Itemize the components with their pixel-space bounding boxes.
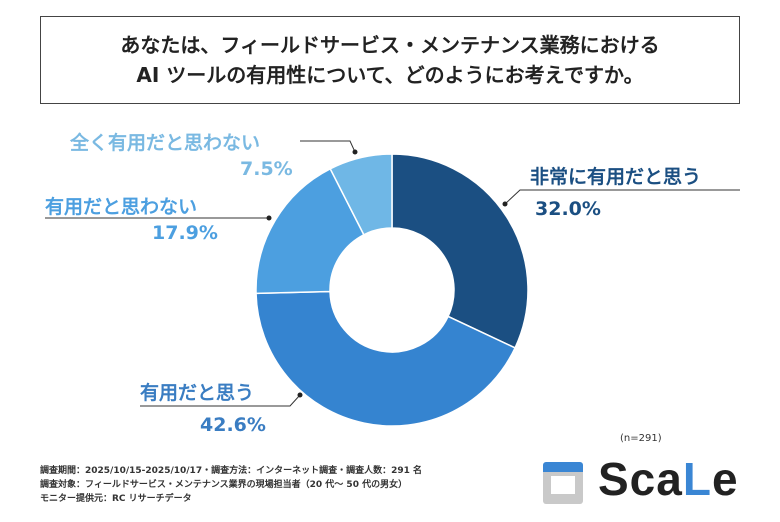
footnote-line-2: 調査対象：フィールドサービス・メンテナンス業界の現場担当者（20 代～ 50 代…	[40, 480, 408, 490]
leader-dot-3	[352, 149, 358, 155]
title-line-1: あなたは、フィールドサービス・メンテナンス業務における	[120, 33, 660, 57]
leader-dot-0	[502, 201, 508, 207]
title-line-2: AI ツールの有用性について、どのようにお考えですか。	[136, 63, 644, 87]
footnote-line-3: モニター提供元：RC リサーチデータ	[40, 494, 192, 504]
value-label-3: 7.5%	[240, 158, 293, 180]
value-label-0: 32.0%	[535, 198, 601, 220]
scale-logo: ScaLe	[598, 453, 739, 505]
leader-line-3	[300, 140, 356, 153]
value-label-2: 17.9%	[152, 222, 218, 244]
leader-dot-1	[297, 392, 303, 398]
scale-logo-icon	[543, 462, 583, 504]
leader-dot-2	[266, 215, 272, 221]
donut-slice-1	[255, 290, 517, 427]
donut-slice-3	[329, 153, 393, 236]
value-label-1: 42.6%	[200, 414, 266, 436]
leader-dots	[266, 149, 508, 398]
leader-line-0	[504, 189, 740, 205]
footnote-line-1: 調査期間：2025/10/15-2025/10/17・調査方法：インターネット調…	[40, 466, 423, 476]
question-title: あなたは、フィールドサービス・メンテナンス業務における AI ツールの有用性につ…	[40, 16, 740, 104]
leader-lines	[45, 140, 740, 407]
survey-footnote: 調査期間：2025/10/15-2025/10/17・調査方法：インターネット調…	[40, 464, 422, 506]
category-label-2: 有用だと思わない	[45, 196, 198, 218]
category-label-3: 全く有用だと思わない	[70, 132, 261, 154]
donut-slice-2	[255, 167, 365, 295]
category-label-0: 非常に有用だと思う	[530, 166, 702, 188]
sample-size: (n=291)	[620, 433, 662, 444]
donut-slice-0	[391, 153, 529, 349]
leader-line-1	[140, 394, 301, 407]
category-label-1: 有用だと思う	[140, 382, 255, 404]
